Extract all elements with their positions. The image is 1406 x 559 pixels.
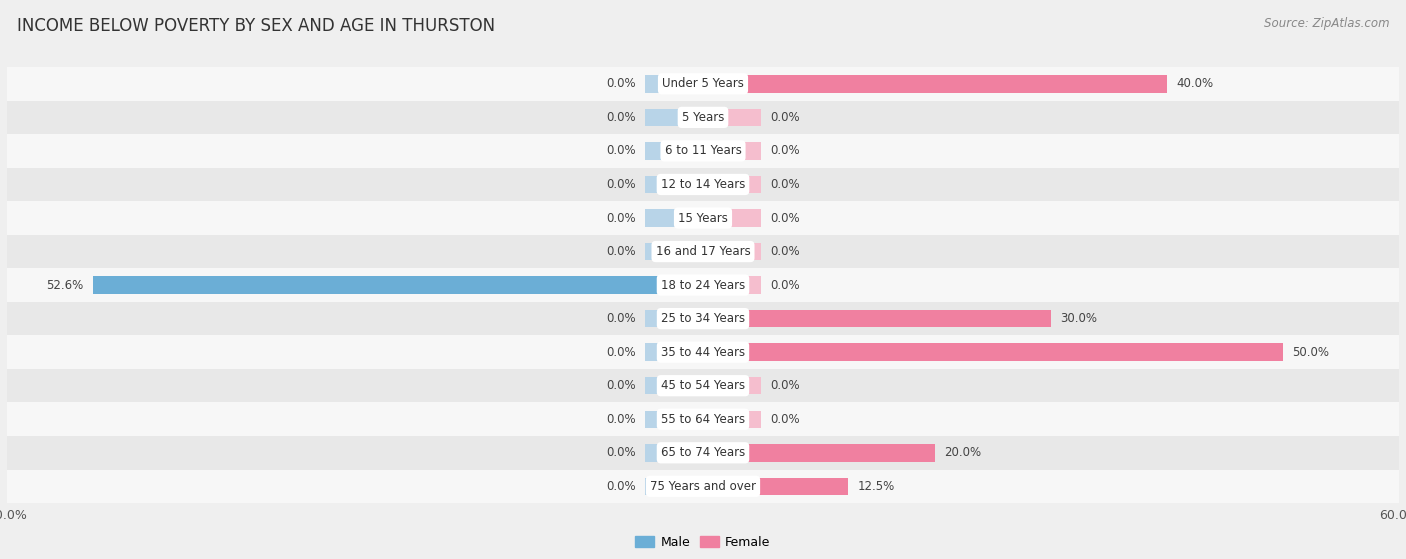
Text: 0.0%: 0.0% <box>606 345 636 359</box>
Bar <box>645 243 703 260</box>
Bar <box>703 444 935 462</box>
Bar <box>7 67 1399 101</box>
Bar <box>703 209 761 227</box>
Bar <box>645 410 703 428</box>
Bar <box>7 134 1399 168</box>
Text: 0.0%: 0.0% <box>606 446 636 459</box>
Text: 5 Years: 5 Years <box>682 111 724 124</box>
Bar <box>703 377 761 395</box>
Text: 0.0%: 0.0% <box>770 211 800 225</box>
Bar <box>7 302 1399 335</box>
Bar <box>703 142 761 160</box>
Text: 40.0%: 40.0% <box>1177 77 1213 91</box>
Bar <box>703 276 761 294</box>
Text: 0.0%: 0.0% <box>770 178 800 191</box>
Text: 0.0%: 0.0% <box>606 413 636 426</box>
Text: 65 to 74 Years: 65 to 74 Years <box>661 446 745 459</box>
Text: 0.0%: 0.0% <box>606 211 636 225</box>
Text: 6 to 11 Years: 6 to 11 Years <box>665 144 741 158</box>
Bar <box>645 176 703 193</box>
Bar <box>7 201 1399 235</box>
Text: 0.0%: 0.0% <box>606 245 636 258</box>
Text: 0.0%: 0.0% <box>606 111 636 124</box>
Text: 15 Years: 15 Years <box>678 211 728 225</box>
Bar <box>645 343 703 361</box>
Text: 0.0%: 0.0% <box>770 111 800 124</box>
Bar <box>7 335 1399 369</box>
Bar <box>7 235 1399 268</box>
Text: 52.6%: 52.6% <box>46 278 83 292</box>
Text: 12.5%: 12.5% <box>858 480 894 493</box>
Text: 0.0%: 0.0% <box>770 278 800 292</box>
Text: 18 to 24 Years: 18 to 24 Years <box>661 278 745 292</box>
Bar <box>645 75 703 93</box>
Text: 45 to 54 Years: 45 to 54 Years <box>661 379 745 392</box>
Bar <box>93 276 703 294</box>
Text: INCOME BELOW POVERTY BY SEX AND AGE IN THURSTON: INCOME BELOW POVERTY BY SEX AND AGE IN T… <box>17 17 495 35</box>
Bar <box>7 402 1399 436</box>
Text: 0.0%: 0.0% <box>606 144 636 158</box>
Text: 75 Years and over: 75 Years and over <box>650 480 756 493</box>
Bar <box>7 101 1399 134</box>
Bar <box>7 168 1399 201</box>
Text: 20.0%: 20.0% <box>945 446 981 459</box>
Bar <box>703 75 1167 93</box>
Text: 0.0%: 0.0% <box>770 245 800 258</box>
Text: 0.0%: 0.0% <box>606 178 636 191</box>
Text: 0.0%: 0.0% <box>770 379 800 392</box>
Bar <box>7 268 1399 302</box>
Text: 12 to 14 Years: 12 to 14 Years <box>661 178 745 191</box>
Text: 0.0%: 0.0% <box>770 144 800 158</box>
Bar <box>645 477 703 495</box>
Bar <box>645 310 703 328</box>
Bar <box>645 444 703 462</box>
Bar <box>703 477 848 495</box>
Text: 25 to 34 Years: 25 to 34 Years <box>661 312 745 325</box>
Text: 50.0%: 50.0% <box>1292 345 1329 359</box>
Bar <box>703 243 761 260</box>
Bar <box>703 176 761 193</box>
Text: 0.0%: 0.0% <box>606 312 636 325</box>
Bar <box>7 470 1399 503</box>
Text: 55 to 64 Years: 55 to 64 Years <box>661 413 745 426</box>
Bar <box>645 377 703 395</box>
Text: 30.0%: 30.0% <box>1060 312 1097 325</box>
Legend: Male, Female: Male, Female <box>630 530 776 553</box>
Bar <box>645 142 703 160</box>
Bar <box>645 108 703 126</box>
Text: Source: ZipAtlas.com: Source: ZipAtlas.com <box>1264 17 1389 30</box>
Bar <box>703 410 761 428</box>
Bar <box>703 108 761 126</box>
Text: 0.0%: 0.0% <box>606 480 636 493</box>
Text: 35 to 44 Years: 35 to 44 Years <box>661 345 745 359</box>
Text: 16 and 17 Years: 16 and 17 Years <box>655 245 751 258</box>
Text: 0.0%: 0.0% <box>606 77 636 91</box>
Bar <box>7 369 1399 402</box>
Bar <box>703 310 1052 328</box>
Text: Under 5 Years: Under 5 Years <box>662 77 744 91</box>
Text: 0.0%: 0.0% <box>770 413 800 426</box>
Text: 0.0%: 0.0% <box>606 379 636 392</box>
Bar <box>645 209 703 227</box>
Bar <box>7 436 1399 470</box>
Bar <box>703 343 1282 361</box>
